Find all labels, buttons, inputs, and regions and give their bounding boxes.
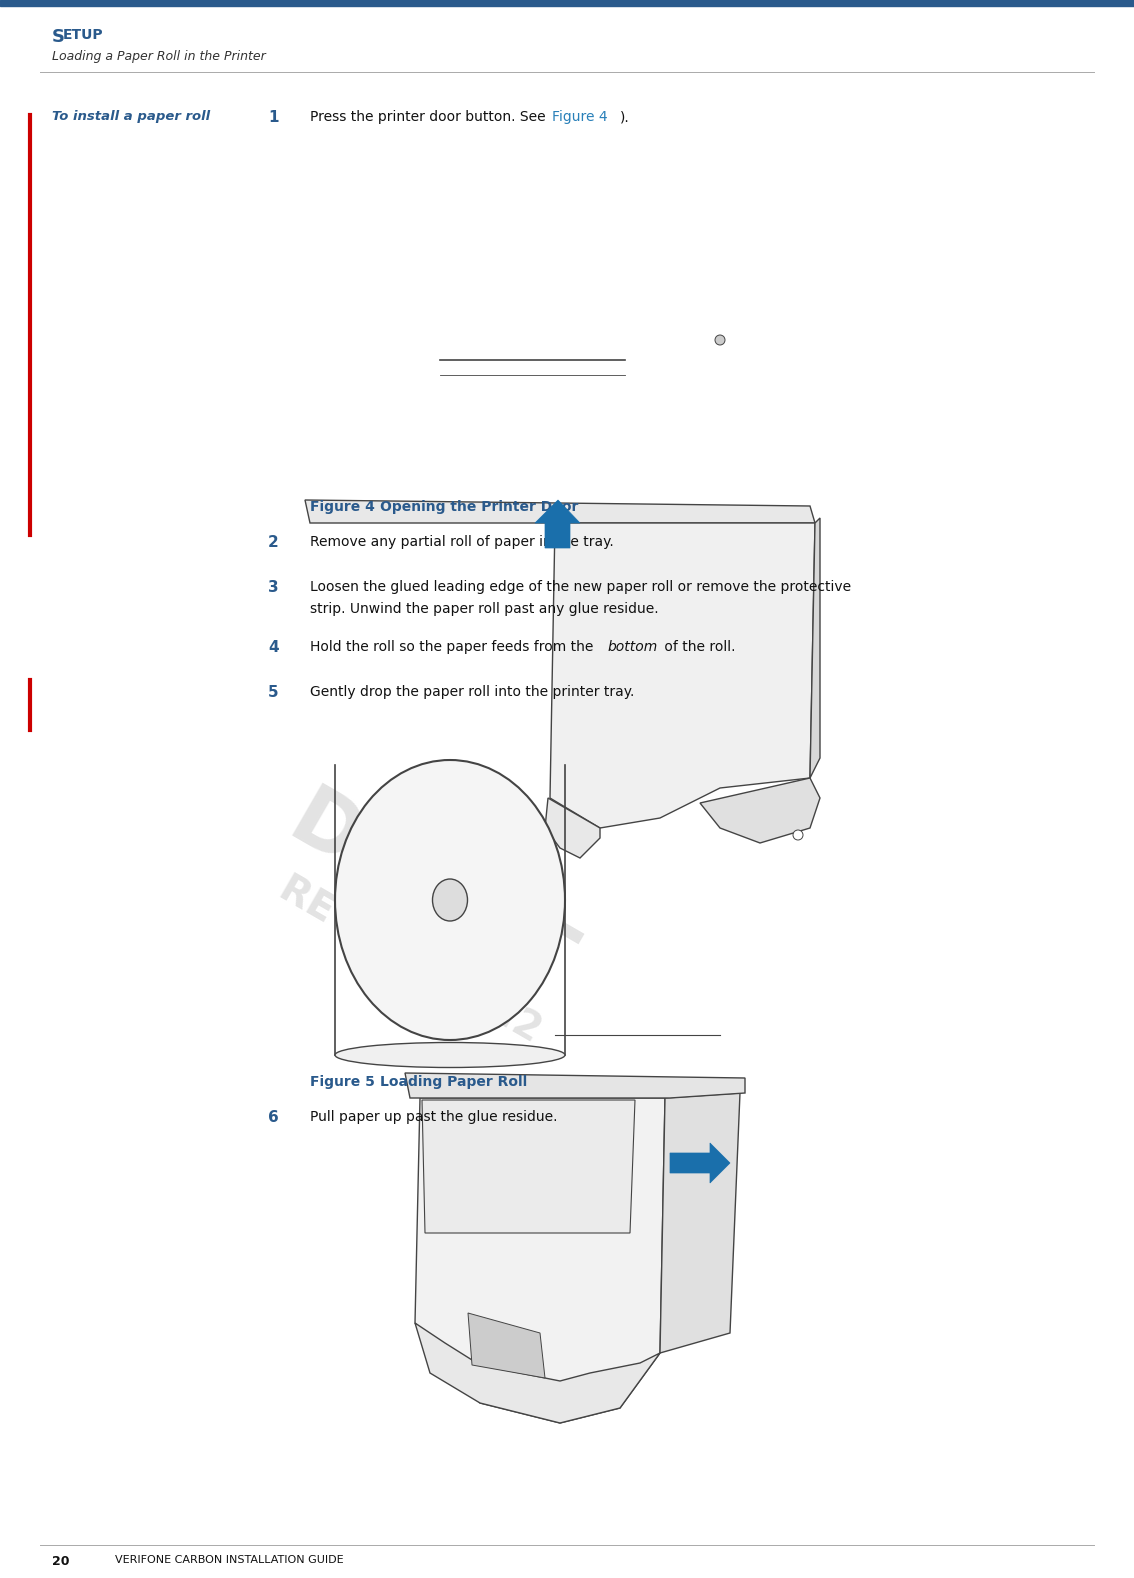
Text: Loosen the glued leading edge of the new paper roll or remove the protective: Loosen the glued leading edge of the new… <box>310 581 852 593</box>
Text: Gently drop the paper roll into the printer tray.: Gently drop the paper roll into the prin… <box>310 685 634 699</box>
Bar <box>0 0 1134 6</box>
Ellipse shape <box>335 1043 565 1067</box>
Text: of the roll.: of the roll. <box>660 641 736 653</box>
Text: S: S <box>52 28 65 46</box>
Text: VERIFONE CARBON INSTALLATION GUIDE: VERIFONE CARBON INSTALLATION GUIDE <box>115 1554 344 1565</box>
Text: strip. Unwind the paper roll past any glue residue.: strip. Unwind the paper roll past any gl… <box>310 601 659 615</box>
Polygon shape <box>550 522 815 828</box>
Text: 3: 3 <box>268 581 279 595</box>
Text: 2: 2 <box>268 535 279 551</box>
Text: 6: 6 <box>268 1109 279 1125</box>
Text: Press the printer door button. See: Press the printer door button. See <box>310 110 550 125</box>
Polygon shape <box>305 500 815 522</box>
Text: Figure 5: Figure 5 <box>310 1075 375 1089</box>
Polygon shape <box>415 1098 665 1423</box>
Text: To install a paper roll: To install a paper roll <box>52 110 210 123</box>
Text: Figure 4: Figure 4 <box>552 110 608 125</box>
Polygon shape <box>670 1142 730 1184</box>
Text: ETUP: ETUP <box>64 28 103 43</box>
Circle shape <box>716 335 725 346</box>
Polygon shape <box>422 1100 635 1232</box>
Text: Loading Paper Roll: Loading Paper Roll <box>380 1075 527 1089</box>
Circle shape <box>793 830 803 839</box>
Polygon shape <box>405 1073 745 1098</box>
Text: 1: 1 <box>268 110 279 125</box>
Text: ).: ). <box>620 110 629 125</box>
Ellipse shape <box>432 879 467 922</box>
Text: Opening the Printer Door: Opening the Printer Door <box>380 500 578 514</box>
Polygon shape <box>535 500 579 548</box>
Polygon shape <box>810 518 820 778</box>
Text: Pull paper up past the glue residue.: Pull paper up past the glue residue. <box>310 1109 558 1124</box>
Polygon shape <box>545 798 600 858</box>
Text: REVISION A.2: REVISION A.2 <box>272 869 548 1051</box>
Polygon shape <box>660 1094 741 1352</box>
Text: 20: 20 <box>52 1554 69 1569</box>
Polygon shape <box>415 1322 660 1423</box>
Text: Loading a Paper Roll in the Printer: Loading a Paper Roll in the Printer <box>52 50 265 63</box>
Text: Remove any partial roll of paper in the tray.: Remove any partial roll of paper in the … <box>310 535 613 549</box>
Text: bottom: bottom <box>608 641 658 653</box>
Ellipse shape <box>335 761 565 1040</box>
Text: DRAFT: DRAFT <box>274 780 585 1005</box>
Polygon shape <box>468 1313 545 1378</box>
Text: 4: 4 <box>268 641 279 655</box>
Text: Hold the roll so the paper feeds from the: Hold the roll so the paper feeds from th… <box>310 641 598 653</box>
Text: Figure 4: Figure 4 <box>310 500 375 514</box>
Text: 5: 5 <box>268 685 279 701</box>
Polygon shape <box>700 778 820 843</box>
